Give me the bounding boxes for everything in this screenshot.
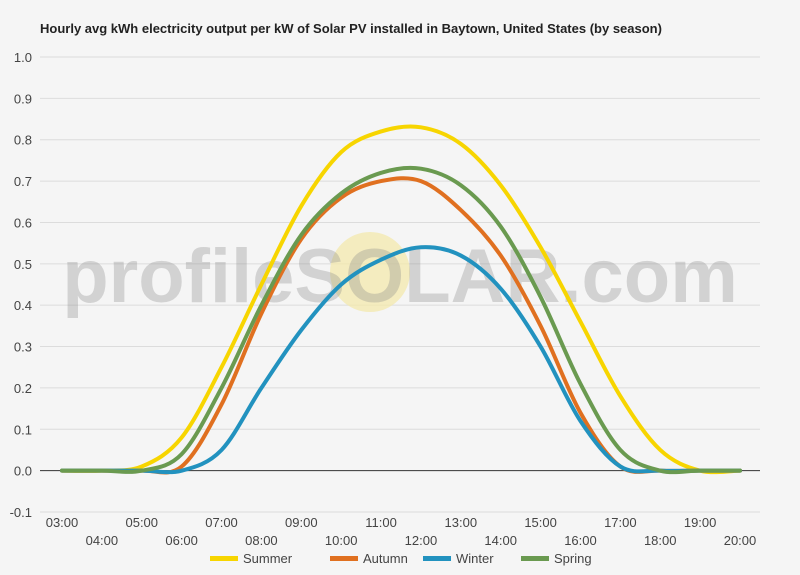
y-tick-label: 0.9 — [14, 91, 32, 106]
legend-label: Autumn — [363, 551, 408, 566]
x-tick-label: 03:00 — [46, 515, 79, 530]
y-tick-label: -0.1 — [10, 505, 32, 520]
legend-swatch — [330, 556, 358, 561]
grid: -0.1 0.0 0.1 0.2 0.3 0.4 0.5 0.6 0.7 0.8 0.9 1.0 03:… — [10, 50, 760, 548]
x-tick-label: 06:00 — [165, 533, 198, 548]
y-tick-label: 0.7 — [14, 174, 32, 189]
legend-label: Winter — [456, 551, 494, 566]
x-tick-label: 19:00 — [684, 515, 717, 530]
legend-item-spring[interactable]: Spring — [521, 551, 592, 566]
x-tick-label: 04:00 — [86, 533, 119, 548]
legend-swatch — [423, 556, 451, 561]
y-tick-label: 0.5 — [14, 257, 32, 272]
chart-title: Hourly avg kWh electricity output per kW… — [40, 21, 662, 36]
x-tick-label: 15:00 — [524, 515, 557, 530]
series-lines — [60, 124, 742, 475]
x-tick-label: 17:00 — [604, 515, 637, 530]
legend-label: Summer — [243, 551, 293, 566]
x-tick-label: 07:00 — [205, 515, 238, 530]
x-tick-label: 13:00 — [445, 515, 478, 530]
x-tick-label: 14:00 — [484, 533, 517, 548]
watermark: profileSOLAR.com — [62, 234, 738, 319]
series-line-summer — [60, 124, 742, 475]
series-line-spring — [60, 165, 742, 475]
y-tick-label: 0.1 — [14, 422, 32, 437]
y-tick-label: 0.6 — [14, 215, 32, 230]
legend-label: Spring — [554, 551, 592, 566]
x-tick-label: 16:00 — [564, 533, 597, 548]
legend-item-autumn[interactable]: Autumn — [330, 551, 408, 566]
legend[interactable]: Summer Autumn Winter Spring — [210, 551, 592, 566]
series-line-winter — [60, 245, 742, 475]
watermark-sun-icon — [330, 232, 410, 312]
legend-item-winter[interactable]: Winter — [423, 551, 494, 566]
y-tick-label: 0.8 — [14, 133, 32, 148]
y-tick-label: 0.0 — [14, 464, 32, 479]
y-tick-label: 0.2 — [14, 381, 32, 396]
x-tick-label: 09:00 — [285, 515, 318, 530]
y-tick-label: 0.3 — [14, 340, 32, 355]
y-tick-label: 0.4 — [14, 298, 32, 313]
x-tick-label: 18:00 — [644, 533, 677, 548]
x-tick-label: 12:00 — [405, 533, 438, 548]
x-tick-label: 20:00 — [724, 533, 757, 548]
x-tick-label: 05:00 — [125, 515, 158, 530]
y-tick-label: 1.0 — [14, 50, 32, 65]
legend-item-summer[interactable]: Summer — [210, 551, 293, 566]
x-tick-label: 10:00 — [325, 533, 358, 548]
legend-swatch — [521, 556, 549, 561]
x-tick-label: 11:00 — [365, 515, 397, 530]
x-tick-label: 08:00 — [245, 533, 278, 548]
legend-swatch — [210, 556, 238, 561]
